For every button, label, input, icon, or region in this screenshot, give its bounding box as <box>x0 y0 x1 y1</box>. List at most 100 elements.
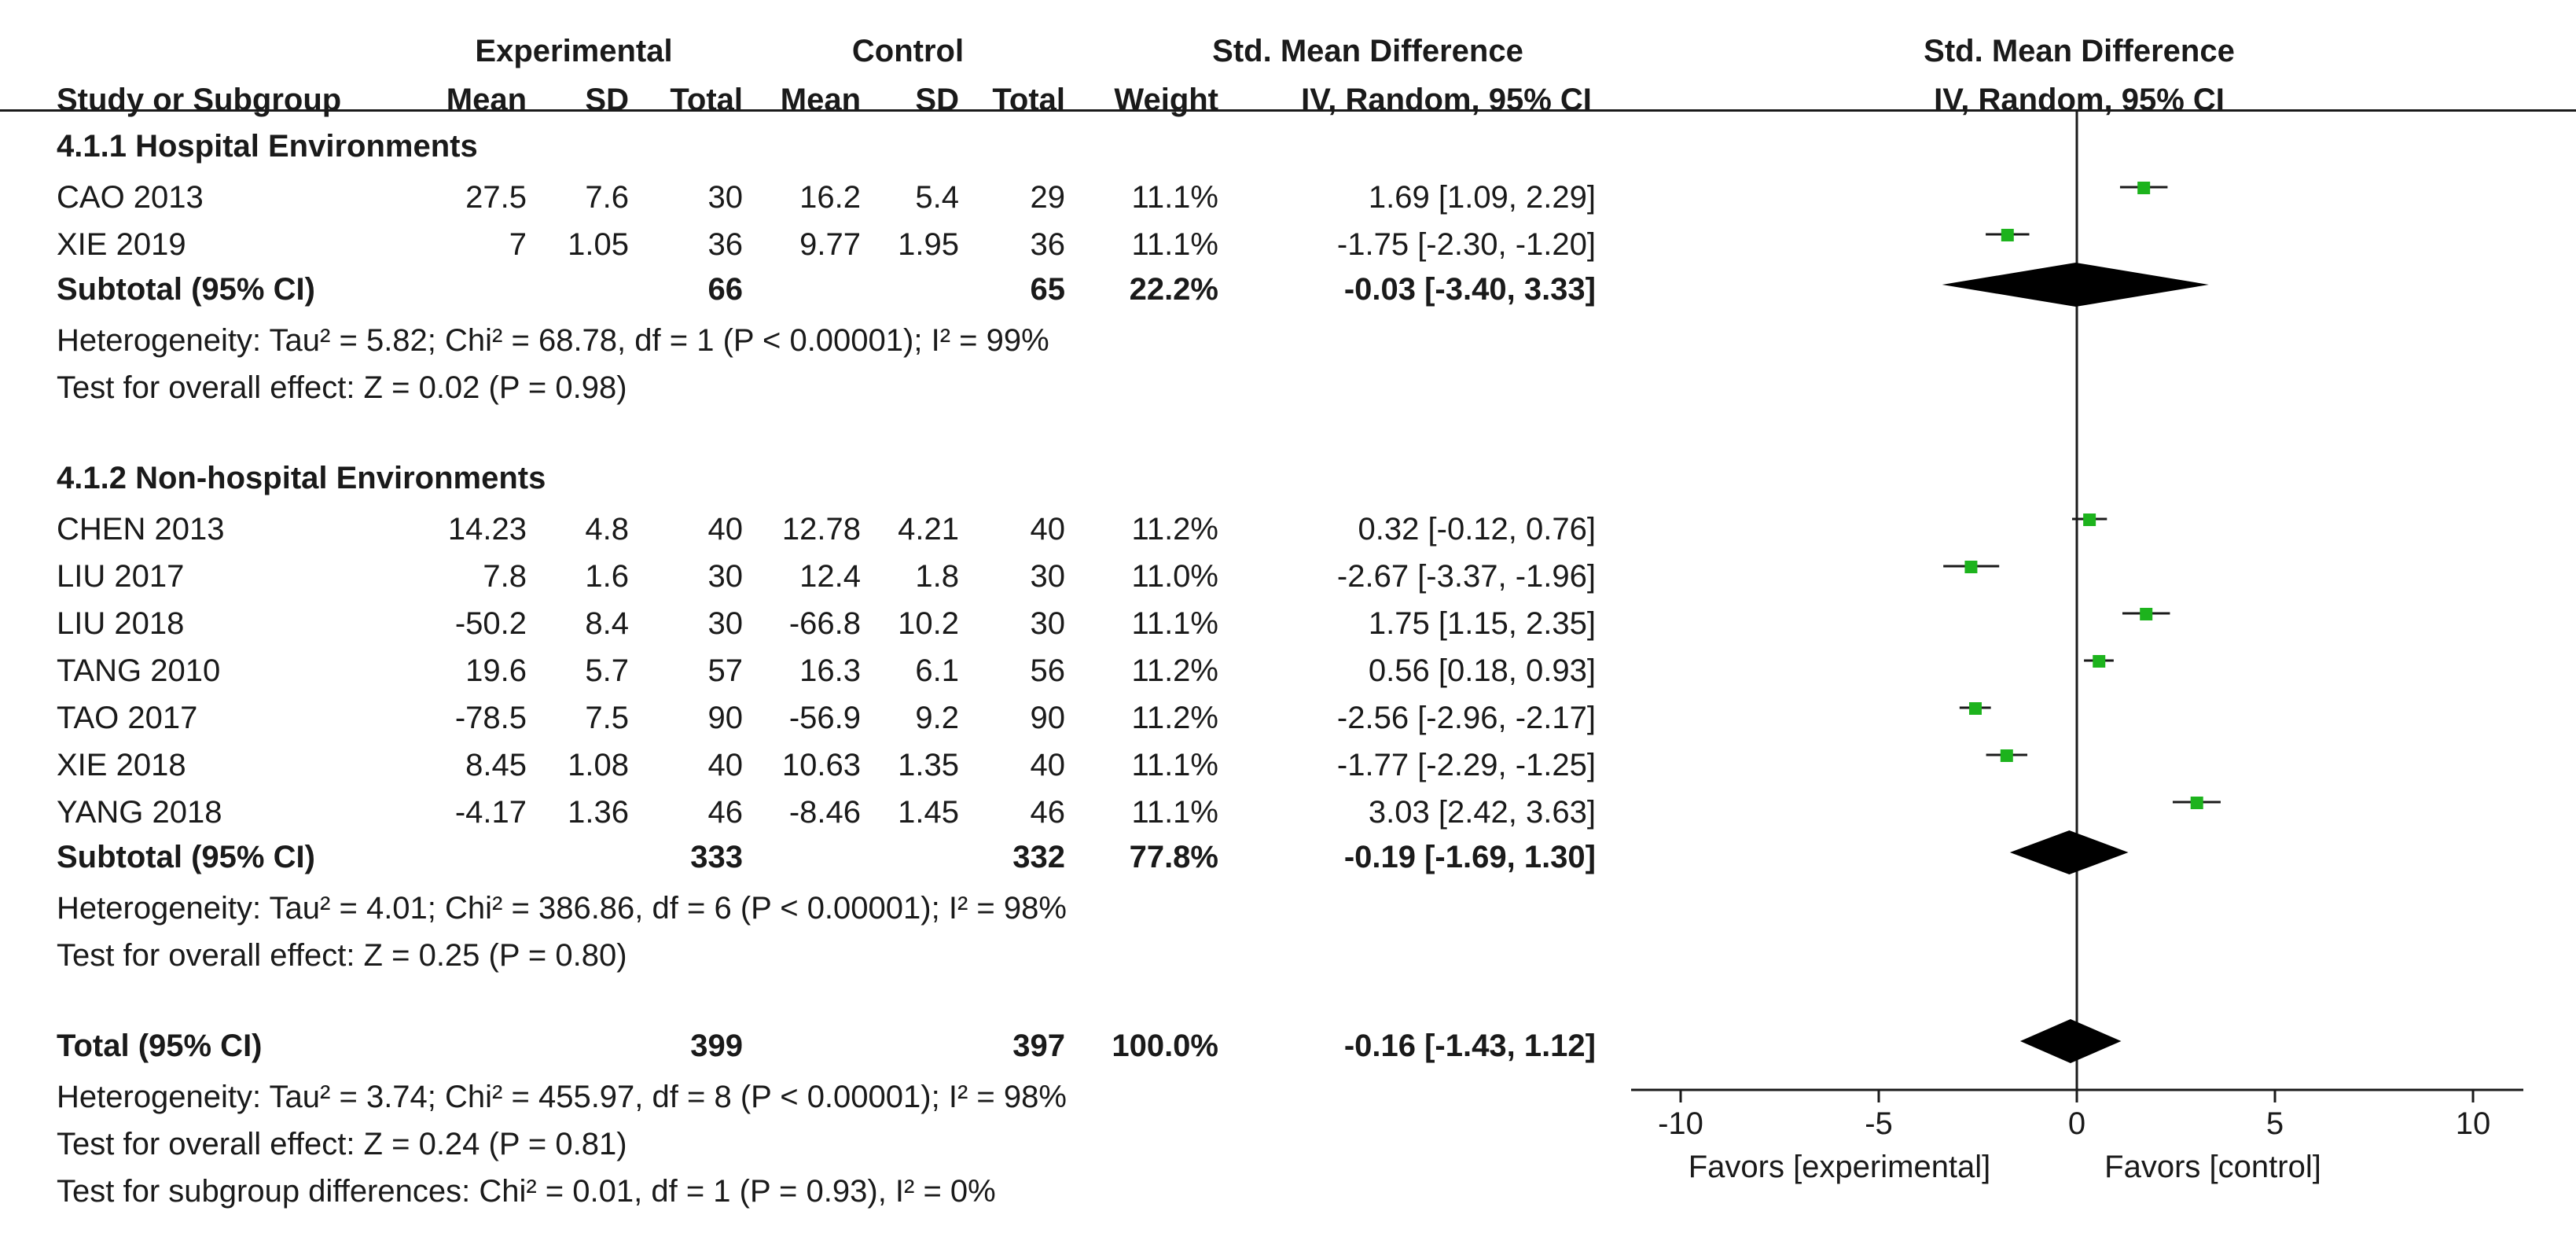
study-ctl-mean: 12.78 <box>781 512 861 547</box>
study-exp-mean: 14.23 <box>447 512 527 547</box>
study-marker <box>2083 513 2096 526</box>
study-exp-sd: 1.05 <box>568 227 629 262</box>
study-marker <box>2093 655 2106 668</box>
study-exp-total: 46 <box>707 795 744 830</box>
subtotal-ctl-total: 65 <box>1030 272 1066 307</box>
header-divider <box>0 109 2576 112</box>
x-axis-tick-label: 10 <box>2456 1106 2491 1141</box>
study-ctl-sd: 1.95 <box>898 227 959 262</box>
study-weight: 11.1% <box>1131 795 1218 830</box>
study-ctl-total: 56 <box>1030 653 1066 688</box>
total-heterogeneity-text: Heterogeneity: Tau² = 3.74; Chi² = 455.9… <box>57 1080 1067 1114</box>
subtotal-label: Subtotal (95% CI) <box>57 840 315 874</box>
favors-control-label: Favors [control] <box>2104 1150 2321 1184</box>
study-ctl-sd: 9.2 <box>915 701 959 735</box>
study-exp-total: 57 <box>707 653 744 688</box>
study-ctl-total: 40 <box>1030 748 1066 782</box>
study-markers <box>1964 182 2203 809</box>
study-exp-sd: 8.4 <box>585 606 629 641</box>
subgroup-differences-text: Test for subgroup differences: Chi² = 0.… <box>57 1174 996 1209</box>
total-overall-effect-text: Test for overall effect: Z = 0.24 (P = 0… <box>57 1127 627 1161</box>
study-weight: 11.1% <box>1131 748 1218 782</box>
study-marker <box>1968 702 1982 715</box>
study-exp-sd: 7.5 <box>585 701 629 735</box>
study-weight: 11.2% <box>1131 512 1218 547</box>
subgroup-title-non-hospital: 4.1.2 Non-hospital Environments <box>57 461 546 495</box>
study-name: XIE 2019 <box>57 227 186 262</box>
study-ctl-sd: 4.21 <box>898 512 959 547</box>
study-ctl-mean: -56.9 <box>788 701 861 735</box>
study-weight: 11.1% <box>1131 606 1218 641</box>
study-ctl-sd: 5.4 <box>915 180 959 215</box>
overall-effect-text: Test for overall effect: Z = 0.02 (P = 0… <box>57 370 627 405</box>
study-effect-ci: -2.56 [-2.96, -2.17] <box>1336 701 1596 735</box>
study-exp-sd: 5.7 <box>585 653 629 688</box>
study-ctl-mean: -8.46 <box>788 795 861 830</box>
subtotal-weight: 77.8% <box>1129 840 1218 874</box>
study-ctl-sd: 1.35 <box>898 748 959 782</box>
subtotal-effect-ci: -0.03 [-3.40, 3.33] <box>1343 272 1596 307</box>
study-ctl-total: 36 <box>1030 227 1066 262</box>
study-ctl-sd: 10.2 <box>898 606 959 641</box>
study-exp-sd: 4.8 <box>585 512 629 547</box>
study-ctl-mean: 16.3 <box>799 653 861 688</box>
study-weight: 11.0% <box>1131 559 1218 594</box>
effect-size-header: Std. Mean Difference <box>1212 34 1523 68</box>
study-ctl-total: 29 <box>1030 180 1066 215</box>
study-weight: 11.1% <box>1131 180 1218 215</box>
subtotal-weight: 22.2% <box>1129 272 1218 307</box>
study-exp-mean: 19.6 <box>465 653 527 688</box>
study-effect-ci: -1.77 [-2.29, -1.25] <box>1336 748 1596 782</box>
study-exp-mean: -78.5 <box>454 701 527 735</box>
pooled-diamond <box>2019 1019 2122 1063</box>
experimental-group-header: Experimental <box>475 34 673 68</box>
study-exp-mean: -4.17 <box>454 795 527 830</box>
study-exp-sd: 1.6 <box>585 559 629 594</box>
subtotal-effect-ci: -0.19 [-1.69, 1.30] <box>1343 840 1596 874</box>
study-ctl-mean: -66.8 <box>788 606 861 641</box>
study-name: YANG 2018 <box>57 795 222 830</box>
pooled-diamond <box>1942 263 2209 307</box>
study-exp-total: 40 <box>707 748 744 782</box>
study-exp-mean: 27.5 <box>465 180 527 215</box>
pooled-diamonds <box>1942 263 2209 1063</box>
x-axis-tick-label: 0 <box>2068 1106 2085 1141</box>
study-effect-ci: 0.32 [-0.12, 0.76] <box>1358 512 1596 547</box>
study-ctl-total: 46 <box>1030 795 1066 830</box>
study-effect-ci: -2.67 [-3.37, -1.96] <box>1336 559 1596 594</box>
pooled-diamond <box>2009 830 2129 874</box>
subtotal-exp-total: 66 <box>707 272 744 307</box>
total-weight: 100.0% <box>1112 1029 1218 1063</box>
study-ctl-mean: 9.77 <box>799 227 861 262</box>
study-name: XIE 2018 <box>57 748 186 782</box>
study-effect-ci: 3.03 [2.42, 3.63] <box>1368 795 1596 830</box>
x-axis-tick-label: 5 <box>2266 1106 2284 1141</box>
study-name: TANG 2010 <box>57 653 221 688</box>
study-effect-ci: 1.69 [1.09, 2.29] <box>1368 180 1596 215</box>
total-effect-ci: -0.16 [-1.43, 1.12] <box>1343 1029 1596 1063</box>
x-axis-tick-label: -5 <box>1865 1106 1893 1141</box>
study-name: LIU 2017 <box>57 559 185 594</box>
favors-experimental-label: Favors [experimental] <box>1689 1150 1991 1184</box>
study-exp-total: 30 <box>707 180 744 215</box>
total-exp-total: 399 <box>690 1029 743 1063</box>
study-marker <box>2190 797 2203 809</box>
study-exp-total: 40 <box>707 512 744 547</box>
study-effect-ci: -1.75 [-2.30, -1.20] <box>1336 227 1596 262</box>
study-marker <box>2001 229 2014 241</box>
control-group-header: Control <box>851 34 965 68</box>
study-exp-mean: 8.45 <box>465 748 527 782</box>
subtotal-exp-total: 333 <box>690 840 743 874</box>
study-exp-sd: 7.6 <box>585 180 629 215</box>
study-ctl-mean: 12.4 <box>799 559 861 594</box>
study-name: LIU 2018 <box>57 606 185 641</box>
study-weight: 11.1% <box>1131 227 1218 262</box>
study-marker <box>2000 749 2013 762</box>
study-exp-sd: 1.08 <box>568 748 629 782</box>
study-exp-mean: 7 <box>509 227 527 262</box>
study-name: TAO 2017 <box>57 701 198 735</box>
study-ctl-total: 40 <box>1030 512 1066 547</box>
study-ctl-total: 30 <box>1030 606 1066 641</box>
